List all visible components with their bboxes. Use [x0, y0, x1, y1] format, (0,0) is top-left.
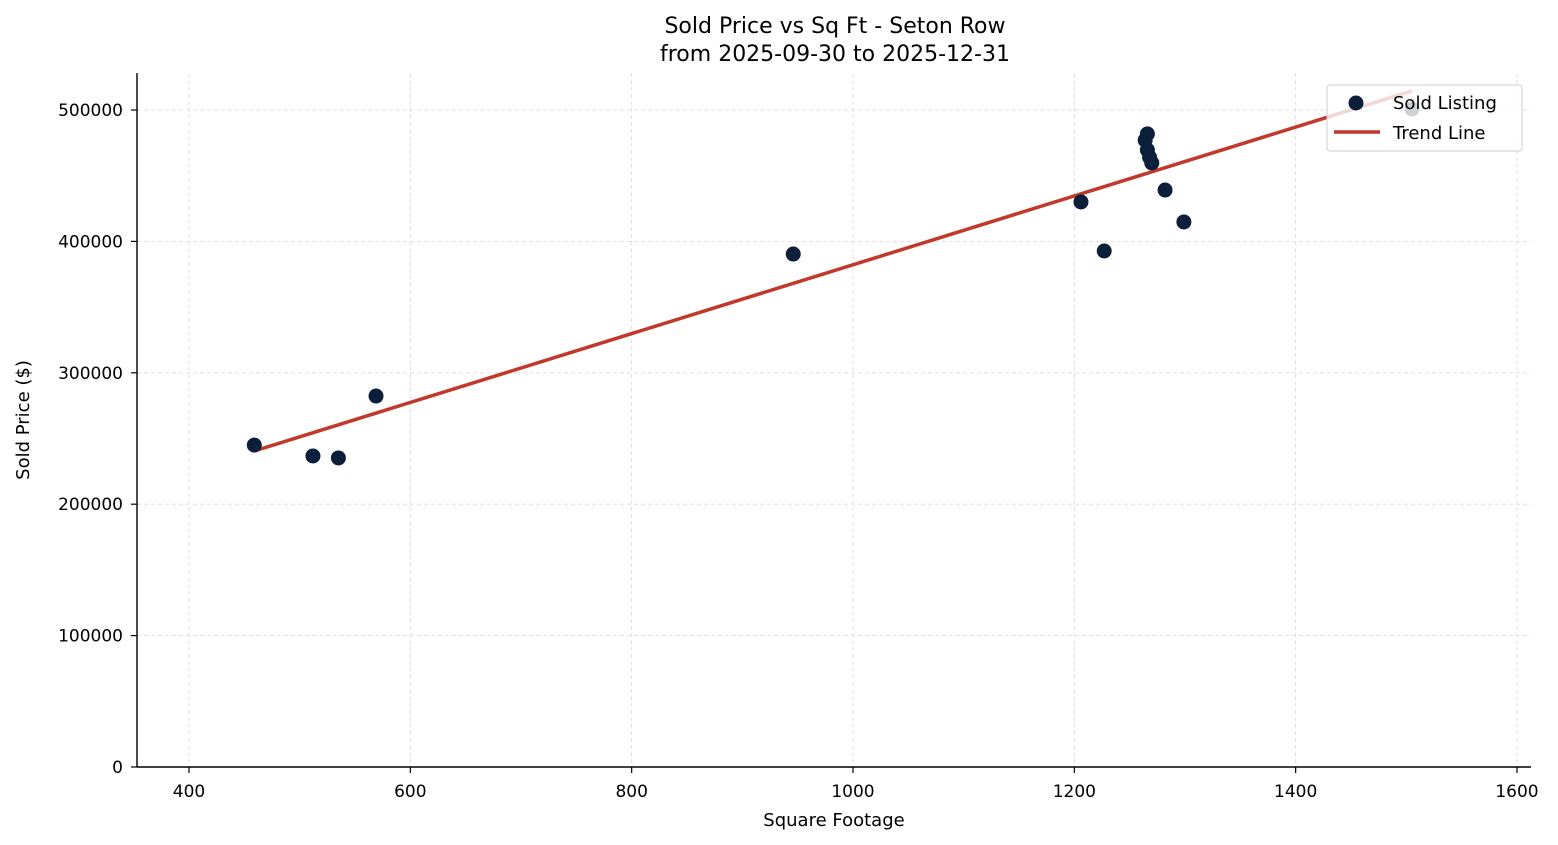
y-tick-label: 200000: [58, 495, 123, 515]
y-tick-label: 400000: [58, 232, 123, 252]
x-axis-ticks: 400 600 800 1000 1200 1400 1600: [173, 767, 1539, 802]
chart-subtitle: from 2025-09-30 to 2025-12-31: [660, 42, 1010, 67]
trend-line: [253, 89, 1413, 453]
grid-lines: [137, 73, 1531, 767]
y-tick-label: 500000: [58, 101, 123, 121]
legend-label-trend: Trend Line: [1392, 123, 1486, 144]
x-tick-label: 1000: [831, 782, 874, 802]
y-tick-label: 300000: [58, 364, 123, 384]
data-point: [1157, 182, 1173, 198]
x-tick-label: 1400: [1274, 782, 1317, 802]
x-tick-label: 800: [615, 782, 647, 802]
y-tick-label: 100000: [58, 627, 123, 647]
data-point: [1176, 214, 1192, 230]
legend-label-sold: Sold Listing: [1393, 93, 1497, 114]
legend-marker-icon: [1348, 95, 1364, 111]
data-point: [1139, 126, 1155, 142]
data-point: [246, 437, 262, 453]
x-tick-label: 1200: [1053, 782, 1096, 802]
data-point: [368, 388, 384, 404]
data-point: [1073, 194, 1089, 210]
data-point: [305, 448, 321, 464]
x-tick-label: 600: [394, 782, 426, 802]
data-point: [1144, 155, 1160, 171]
data-point: [785, 246, 801, 262]
data-point: [330, 450, 346, 466]
y-tick-label: 0: [112, 758, 123, 778]
scatter-points: [246, 101, 1420, 466]
x-axis-label: Square Footage: [763, 810, 904, 831]
y-axis-label: Sold Price ($): [13, 360, 34, 480]
legend: Sold Listing Trend Line: [1326, 84, 1523, 152]
x-tick-label: 1600: [1495, 782, 1538, 802]
data-point: [1096, 243, 1112, 259]
y-axis-ticks: 0 100000 200000 300000 400000 500000: [58, 101, 137, 778]
x-tick-label: 400: [173, 782, 205, 802]
chart-title: Sold Price vs Sq Ft - Seton Row: [664, 14, 1005, 39]
